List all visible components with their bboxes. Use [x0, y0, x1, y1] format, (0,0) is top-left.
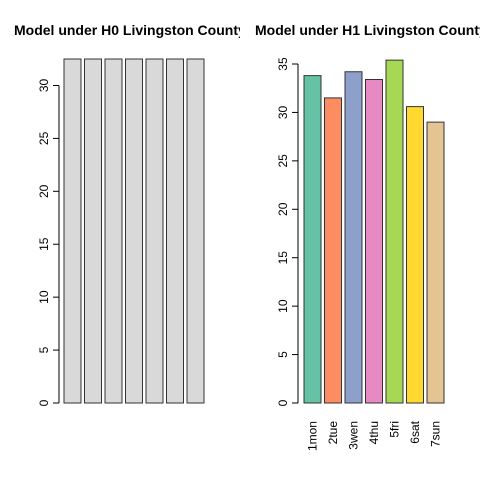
h0-y-tick-label: 25: [37, 131, 51, 145]
h0-y-tick-label: 5: [37, 346, 51, 353]
h0-y-tick-label: 0: [37, 399, 51, 406]
h1-bar-3wen: [344, 71, 363, 404]
h1-bar-chart: Model under H1 Livingston County 0 5 10 15 2…: [255, 22, 480, 451]
h1-y-tick-label: 10: [276, 299, 290, 313]
h1-bar-1mon: [303, 75, 322, 404]
h0-y-tick-label: 20: [37, 184, 51, 198]
h1-x-tick-label: 1mon: [306, 421, 320, 451]
h1-bar-6sat: [406, 106, 424, 404]
h1-x-tick-label: 4thu: [367, 421, 381, 444]
h1-y-tick-label: 15: [276, 251, 290, 265]
h0-y-tick-label: 15: [37, 237, 51, 251]
h0-chart-title: Model under H0 Livingston County: [14, 22, 246, 38]
h1-x-tick-label: 6sat: [408, 420, 422, 443]
h1-bar-5fri: [385, 59, 404, 404]
h1-bar-7sun: [426, 121, 445, 404]
h0-bar-4thu: [125, 58, 143, 404]
h0-y-tick-label: 30: [37, 78, 51, 92]
h1-bar-2tue: [324, 97, 342, 404]
h1-y-tick-label: 20: [276, 202, 290, 216]
h1-bar-4thu: [365, 78, 383, 404]
h1-y-tick-label: 0: [276, 399, 290, 406]
h0-bar-chart: Model under H0 Livingston County 0 5 10 15 2…: [14, 22, 246, 406]
h1-y-tick-label: 35: [276, 57, 290, 71]
h1-y-tick-label: 25: [276, 154, 290, 168]
h1-x-tick-label: 5fri: [388, 421, 402, 438]
h1-x-tick-label: 3wen: [347, 421, 361, 450]
h0-bar-5fri: [145, 58, 164, 404]
h0-bar-7sun: [186, 58, 205, 404]
h0-bar-6sat: [166, 58, 184, 404]
h1-x-tick-label: 2tue: [326, 421, 340, 445]
h0-y-tick-label: 10: [37, 290, 51, 304]
h0-bar-2tue: [84, 58, 102, 404]
h1-y-tick-label: 5: [276, 351, 290, 358]
h1-chart-title: Model under H1 Livingston County: [255, 22, 480, 38]
h0-bar-3wen: [104, 58, 123, 404]
h1-x-tick-label: 7sun: [429, 421, 443, 447]
h0-bar-1mon: [63, 58, 82, 404]
h1-y-tick-label: 30: [276, 105, 290, 119]
